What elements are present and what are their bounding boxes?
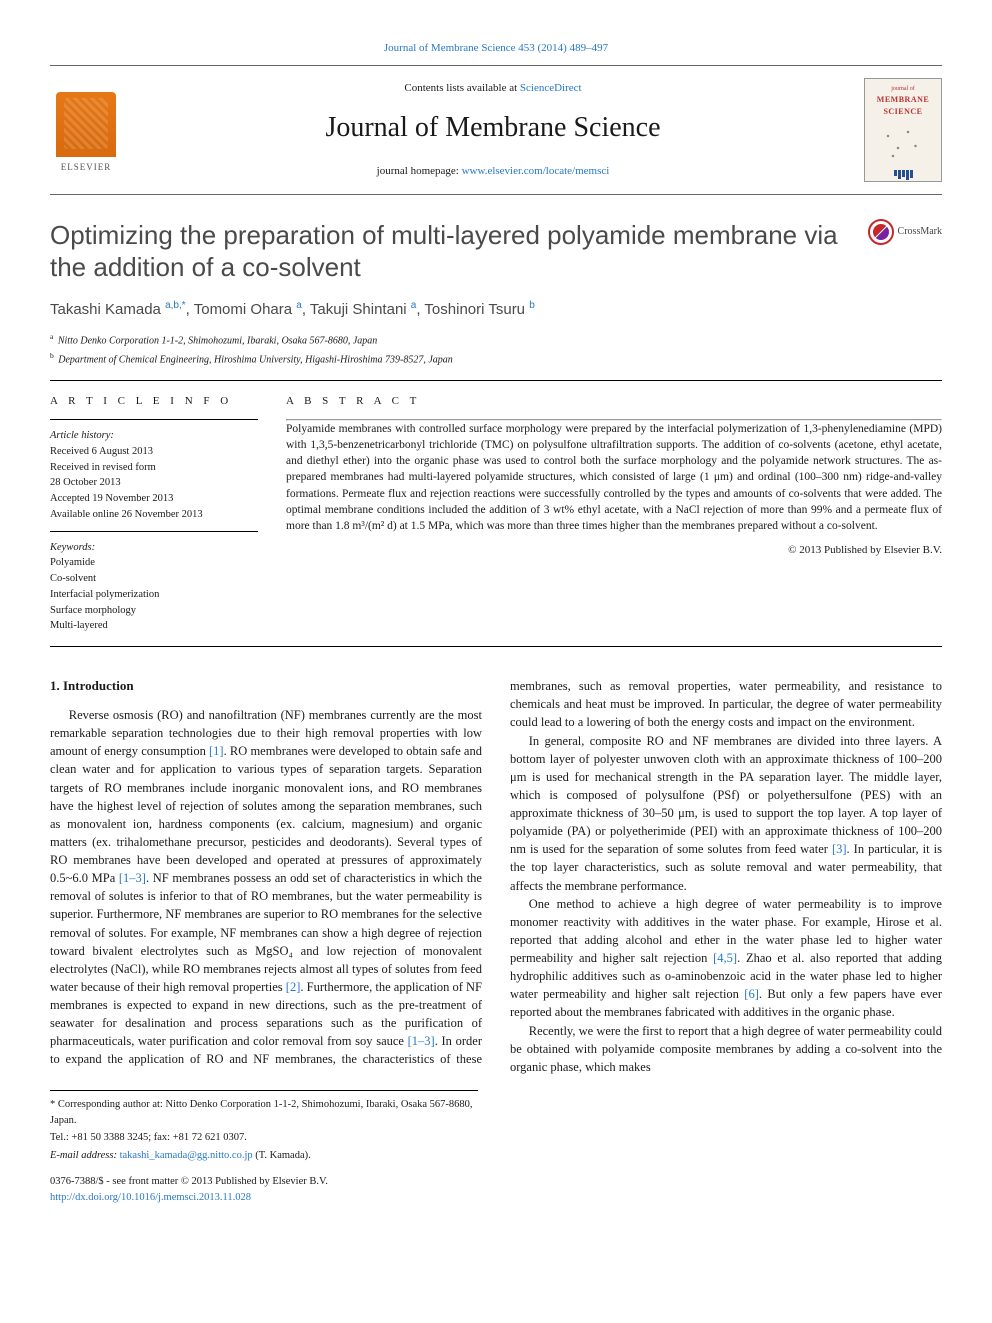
- masthead-center: Contents lists available at ScienceDirec…: [146, 80, 840, 179]
- keyword: Co-solvent: [50, 571, 258, 587]
- body-paragraph: In general, composite RO and NF membrane…: [510, 732, 942, 895]
- history-label: Article history:: [50, 430, 114, 441]
- contents-prefix: Contents lists available at: [404, 82, 519, 94]
- cover-title-line2: MEMBRANE: [869, 94, 937, 106]
- body-text: . NF membranes possess an odd set of cha…: [50, 871, 482, 994]
- body-text: soy sauce: [355, 1034, 407, 1048]
- section-heading: 1. Introduction: [50, 677, 482, 696]
- doi-link[interactable]: http://dx.doi.org/10.1016/j.memsci.2013.…: [50, 1192, 251, 1203]
- reference-link[interactable]: [2]: [286, 980, 301, 994]
- reference-link[interactable]: [1–3]: [119, 871, 146, 885]
- elsevier-logo: ELSEVIER: [50, 85, 122, 175]
- crossmark-widget[interactable]: CrossMark: [868, 219, 942, 245]
- email-label: E-mail address:: [50, 1150, 120, 1161]
- elsevier-wordmark: ELSEVIER: [61, 161, 112, 175]
- elsevier-tree-icon: [56, 92, 116, 157]
- contact-tel: Tel.: +81 50 3388 3245; fax: +81 72 621 …: [50, 1130, 478, 1146]
- email-who: (T. Kamada).: [253, 1150, 311, 1161]
- homepage-link[interactable]: www.elsevier.com/locate/memsci: [462, 165, 610, 177]
- section-number: 1.: [50, 678, 60, 693]
- body-paragraph: One method to achieve a high degree of w…: [510, 895, 942, 1022]
- history-line: Received 6 August 2013: [50, 444, 258, 460]
- journal-name: Journal of Membrane Science: [146, 107, 840, 149]
- section-title: Introduction: [63, 678, 134, 693]
- homepage-prefix: journal homepage:: [377, 165, 462, 177]
- citation-header: Journal of Membrane Science 453 (2014) 4…: [50, 40, 942, 57]
- contents-line: Contents lists available at ScienceDirec…: [146, 80, 840, 97]
- corresponding-author-note: * Corresponding author at: Nitto Denko C…: [50, 1097, 478, 1129]
- contact-email-line: E-mail address: takashi_kamada@gg.nitto.…: [50, 1148, 478, 1164]
- journal-cover-thumbnail: journal of MEMBRANE SCIENCE: [864, 78, 942, 182]
- author-list: Takashi Kamada a,b,*, Tomomi Ohara a, Ta…: [50, 298, 942, 322]
- abstract-copyright: © 2013 Published by Elsevier B.V.: [286, 542, 942, 559]
- keyword: Polyamide: [50, 555, 258, 571]
- article-info-column: A R T I C L E I N F O Article history: R…: [50, 393, 258, 635]
- history-line: 28 October 2013: [50, 475, 258, 491]
- journal-masthead: ELSEVIER Contents lists available at Sci…: [50, 65, 942, 195]
- affiliation: b Department of Chemical Engineering, Hi…: [50, 350, 942, 367]
- body-paragraph: Recently, we were the first to report th…: [510, 1022, 942, 1076]
- history-line: Received in revised form: [50, 460, 258, 476]
- sciencedirect-link[interactable]: ScienceDirect: [520, 82, 582, 94]
- keyword: Surface morphology: [50, 603, 258, 619]
- reference-link[interactable]: [4,5]: [713, 951, 737, 965]
- email-link[interactable]: takashi_kamada@gg.nitto.co.jp: [120, 1150, 253, 1161]
- article-body: 1. Introduction Reverse osmosis (RO) and…: [50, 677, 942, 1076]
- citation-link[interactable]: Journal of Membrane Science 453 (2014) 4…: [384, 42, 608, 54]
- cover-title-line1: journal of: [869, 85, 937, 94]
- article-info-header: A R T I C L E I N F O: [50, 393, 258, 410]
- crossmark-label: CrossMark: [898, 224, 942, 239]
- crossmark-icon: [868, 219, 894, 245]
- abstract-header: A B S T R A C T: [286, 393, 942, 410]
- abstract-text: Polyamide membranes with controlled surf…: [286, 421, 942, 534]
- reference-link[interactable]: [6]: [744, 987, 759, 1001]
- homepage-line: journal homepage: www.elsevier.com/locat…: [146, 163, 840, 180]
- keyword: Multi-layered: [50, 618, 258, 634]
- body-text: Recently, we were the first to report th…: [510, 1024, 942, 1074]
- abstract-column: A B S T R A C T Polyamide membranes with…: [286, 393, 942, 635]
- keywords-label: Keywords:: [50, 542, 95, 553]
- history-line: Available online 26 November 2013: [50, 507, 258, 523]
- article-title: Optimizing the preparation of multi-laye…: [50, 219, 852, 284]
- reference-link[interactable]: [1–3]: [408, 1034, 435, 1048]
- footnotes: * Corresponding author at: Nitto Denko C…: [50, 1090, 478, 1164]
- history-line: Accepted 19 November 2013: [50, 491, 258, 507]
- reference-link[interactable]: [1]: [209, 744, 224, 758]
- cover-bars-icon: [869, 170, 937, 180]
- cover-title-line3: SCIENCE: [869, 106, 937, 118]
- body-text: In general, composite RO and NF membrane…: [510, 734, 942, 857]
- keyword: Interfacial polymerization: [50, 587, 258, 603]
- body-text: . RO membranes were developed to obtain …: [50, 744, 482, 885]
- reference-link[interactable]: [3]: [832, 842, 847, 856]
- publication-footer: 0376-7388/$ - see front matter © 2013 Pu…: [50, 1174, 942, 1206]
- front-matter-line: 0376-7388/$ - see front matter © 2013 Pu…: [50, 1174, 942, 1190]
- affiliation: a Nitto Denko Corporation 1-1-2, Shimoho…: [50, 331, 942, 348]
- cover-graphic-icon: [878, 124, 928, 164]
